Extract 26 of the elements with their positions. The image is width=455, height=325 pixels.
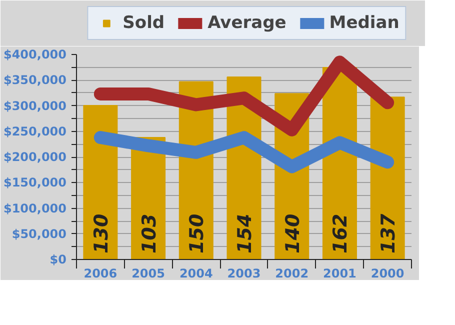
y-tick-label: $250,000 bbox=[3, 124, 67, 138]
data-label: 154 bbox=[234, 214, 256, 254]
data-label: 130 bbox=[90, 214, 112, 254]
y-tick-label: $0 bbox=[50, 252, 67, 266]
y-tick-label: $350,000 bbox=[3, 73, 67, 88]
x-tick-label: 2002 bbox=[275, 266, 309, 280]
y-tick-label: $200,000 bbox=[3, 150, 67, 164]
x-tick-label: 2001 bbox=[323, 266, 356, 280]
data-label: 150 bbox=[186, 214, 208, 254]
y-tick-label: $150,000 bbox=[3, 176, 67, 190]
data-label: 162 bbox=[330, 214, 352, 254]
x-tick-label: 2004 bbox=[179, 266, 213, 280]
y-tick-label: $300,000 bbox=[3, 98, 67, 113]
y-tick-label: $100,000 bbox=[3, 201, 67, 216]
legend-label: Average bbox=[208, 13, 286, 33]
legend-label: Median bbox=[329, 13, 400, 33]
x-tick-label: 2000 bbox=[370, 266, 404, 280]
data-label: 140 bbox=[282, 214, 304, 254]
x-tick-label: 2005 bbox=[132, 266, 165, 280]
x-tick-label: 2003 bbox=[227, 266, 261, 280]
x-tick-label: 2006 bbox=[84, 266, 118, 280]
y-tick-label: $50,000 bbox=[12, 226, 66, 241]
data-label: 103 bbox=[138, 214, 160, 254]
data-label: 137 bbox=[378, 213, 400, 254]
legend-label: Sold bbox=[122, 13, 165, 33]
y-tick-label: $400,000 bbox=[3, 48, 67, 62]
